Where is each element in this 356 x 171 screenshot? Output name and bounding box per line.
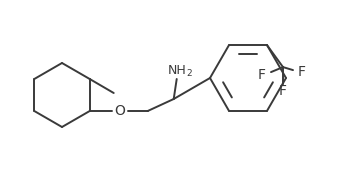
Text: F: F bbox=[279, 84, 287, 98]
Text: 2: 2 bbox=[187, 69, 192, 78]
Text: NH: NH bbox=[167, 64, 186, 77]
Text: O: O bbox=[114, 104, 125, 118]
Text: F: F bbox=[258, 68, 266, 82]
Text: F: F bbox=[298, 65, 306, 79]
